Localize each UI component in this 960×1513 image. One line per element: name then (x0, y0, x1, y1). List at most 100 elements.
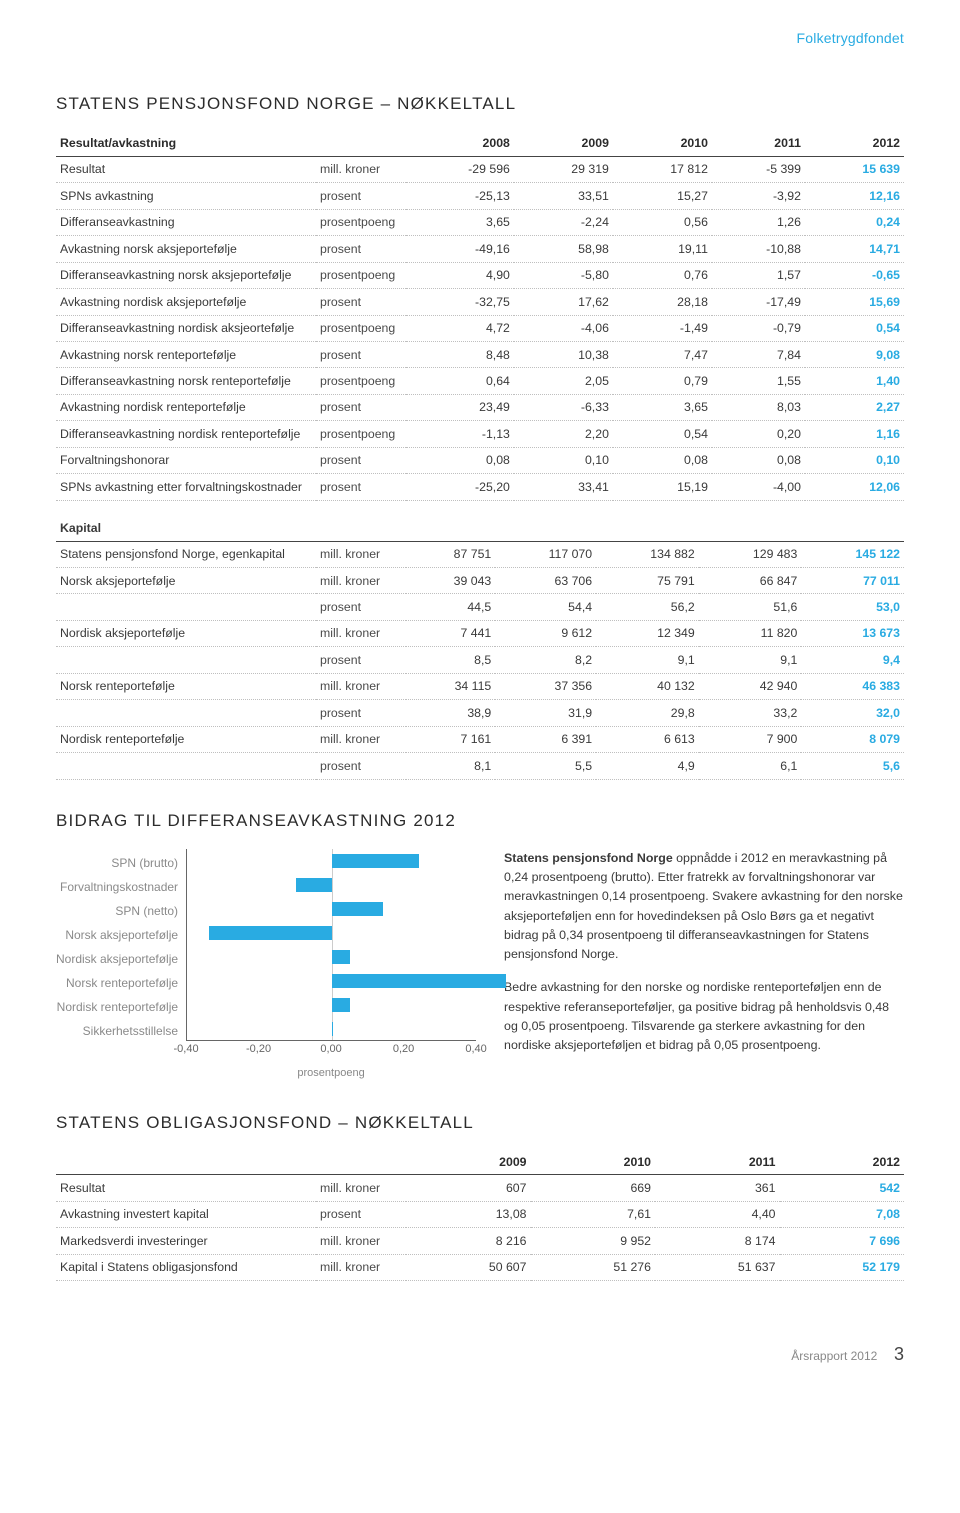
para1-bold: Statens pensjonsfond Norge (504, 851, 673, 865)
row-unit: prosent (316, 289, 406, 315)
row-unit: prosentpoeng (316, 421, 406, 447)
table-row: Avkastning investert kapitalprosent13,08… (56, 1201, 904, 1227)
row-value: 7,08 (780, 1201, 905, 1227)
row-value: 9,1 (699, 647, 802, 673)
row-value: 117 070 (495, 541, 596, 567)
row-value: 8 174 (655, 1228, 780, 1254)
row-label: Avkastning nordisk renteportefølje (56, 394, 316, 420)
row-value: 607 (406, 1175, 531, 1201)
row-value: 31,9 (495, 700, 596, 726)
table-row: Resultatmill. kroner-29 59629 31917 812-… (56, 156, 904, 182)
chart-bar (332, 854, 419, 868)
chart-cat-label: Sikkerhetsstillelse (56, 1019, 178, 1043)
table-obligasjon: 2009 2010 2011 2012 Resultatmill. kroner… (56, 1149, 904, 1281)
row-value: 4,72 (406, 315, 514, 341)
row-value: 17,62 (514, 289, 613, 315)
row-value: -4,00 (712, 474, 805, 500)
row-label: Resultat (56, 156, 316, 182)
row-value: 0,08 (613, 447, 712, 473)
row-unit: prosent (316, 753, 406, 779)
row-value: 28,18 (613, 289, 712, 315)
row-value: -25,13 (406, 183, 514, 209)
row-value: -49,16 (406, 236, 514, 262)
row-value: 15,27 (613, 183, 712, 209)
row-value: 13 673 (801, 620, 904, 646)
col-2010: 2010 (531, 1149, 656, 1175)
row-value: 3,65 (406, 209, 514, 235)
table-row: Nordisk renteporteføljemill. kroner7 161… (56, 726, 904, 752)
row-label: Norsk renteportefølje (56, 673, 316, 699)
row-value: 63 706 (495, 568, 596, 594)
row-value: 44,5 (406, 594, 495, 620)
table-row: Avkastning norsk aksjeporteføljeprosent-… (56, 236, 904, 262)
row-value: 38,9 (406, 700, 495, 726)
row-unit: mill. kroner (316, 1228, 406, 1254)
chart-cat-label: Forvaltningskostnader (56, 875, 178, 899)
chart-bar (296, 878, 332, 892)
row-value: 0,54 (613, 421, 712, 447)
row-value: 8,5 (406, 647, 495, 673)
row-value: 11 820 (699, 620, 802, 646)
row-label (56, 753, 316, 779)
row-value: 7,47 (613, 342, 712, 368)
row-value: 7 441 (406, 620, 495, 646)
row-value: 7 161 (406, 726, 495, 752)
row-value: 13,08 (406, 1201, 531, 1227)
row-value: -1,13 (406, 421, 514, 447)
row-value: 15,69 (805, 289, 904, 315)
row-value: 1,57 (712, 262, 805, 288)
row-value: 9,1 (596, 647, 699, 673)
row-value: 51 276 (531, 1254, 656, 1280)
chart-x-label: prosentpoeng (186, 1065, 476, 1082)
row-value: -10,88 (712, 236, 805, 262)
row-unit: prosent (316, 236, 406, 262)
chart-xtick: 0,40 (465, 1041, 486, 1058)
row-unit: mill. kroner (316, 1254, 406, 1280)
col-unit (316, 131, 406, 157)
row-unit: prosent (316, 594, 406, 620)
row-value: -4,06 (514, 315, 613, 341)
row-value: 42 940 (699, 673, 802, 699)
table-row: Avkastning nordisk aksjeporteføljeprosen… (56, 289, 904, 315)
row-unit: prosentpoeng (316, 368, 406, 394)
row-value: 4,90 (406, 262, 514, 288)
row-label (56, 700, 316, 726)
row-unit: prosent (316, 700, 406, 726)
row-value: 53,0 (801, 594, 904, 620)
row-unit: mill. kroner (316, 726, 406, 752)
chart-cat-label: Nordisk aksjeportefølje (56, 947, 178, 971)
row-unit: prosent (316, 647, 406, 673)
footer-page-number: 3 (894, 1344, 904, 1364)
chart-xtick: -0,40 (174, 1041, 199, 1058)
row-unit: mill. kroner (316, 568, 406, 594)
row-unit: prosent (316, 447, 406, 473)
row-value: -3,92 (712, 183, 805, 209)
row-value: 17 812 (613, 156, 712, 182)
row-unit: prosent (316, 183, 406, 209)
row-value: -1,49 (613, 315, 712, 341)
row-value: 12 349 (596, 620, 699, 646)
row-value: 10,38 (514, 342, 613, 368)
table-row: Differanseavkastning nordisk renteportef… (56, 421, 904, 447)
row-value: 50 607 (406, 1254, 531, 1280)
row-value: 0,54 (805, 315, 904, 341)
table-row: Differanseavkastning norsk renteporteføl… (56, 368, 904, 394)
row-unit: mill. kroner (316, 156, 406, 182)
row-value: 0,10 (805, 447, 904, 473)
table-row: Markedsverdi investeringermill. kroner8 … (56, 1228, 904, 1254)
row-label: Nordisk aksjeportefølje (56, 620, 316, 646)
row-value: 8,2 (495, 647, 596, 673)
row-value: 5,6 (801, 753, 904, 779)
row-value: 1,55 (712, 368, 805, 394)
chart-cat-label: Norsk aksjeportefølje (56, 923, 178, 947)
row-value: 7,61 (531, 1201, 656, 1227)
section3-title: STATENS OBLIGASJONSFOND – NØKKELTALL (56, 1110, 904, 1136)
brand-logo-text: Folketrygdfondet (56, 28, 904, 49)
row-label: Differanseavkastning (56, 209, 316, 235)
row-label: Differanseavkastning nordisk renteportef… (56, 421, 316, 447)
row-value: 6 613 (596, 726, 699, 752)
row-unit: prosent (316, 1201, 406, 1227)
row-value: 7 900 (699, 726, 802, 752)
row-value: 0,10 (514, 447, 613, 473)
row-value: -0,79 (712, 315, 805, 341)
